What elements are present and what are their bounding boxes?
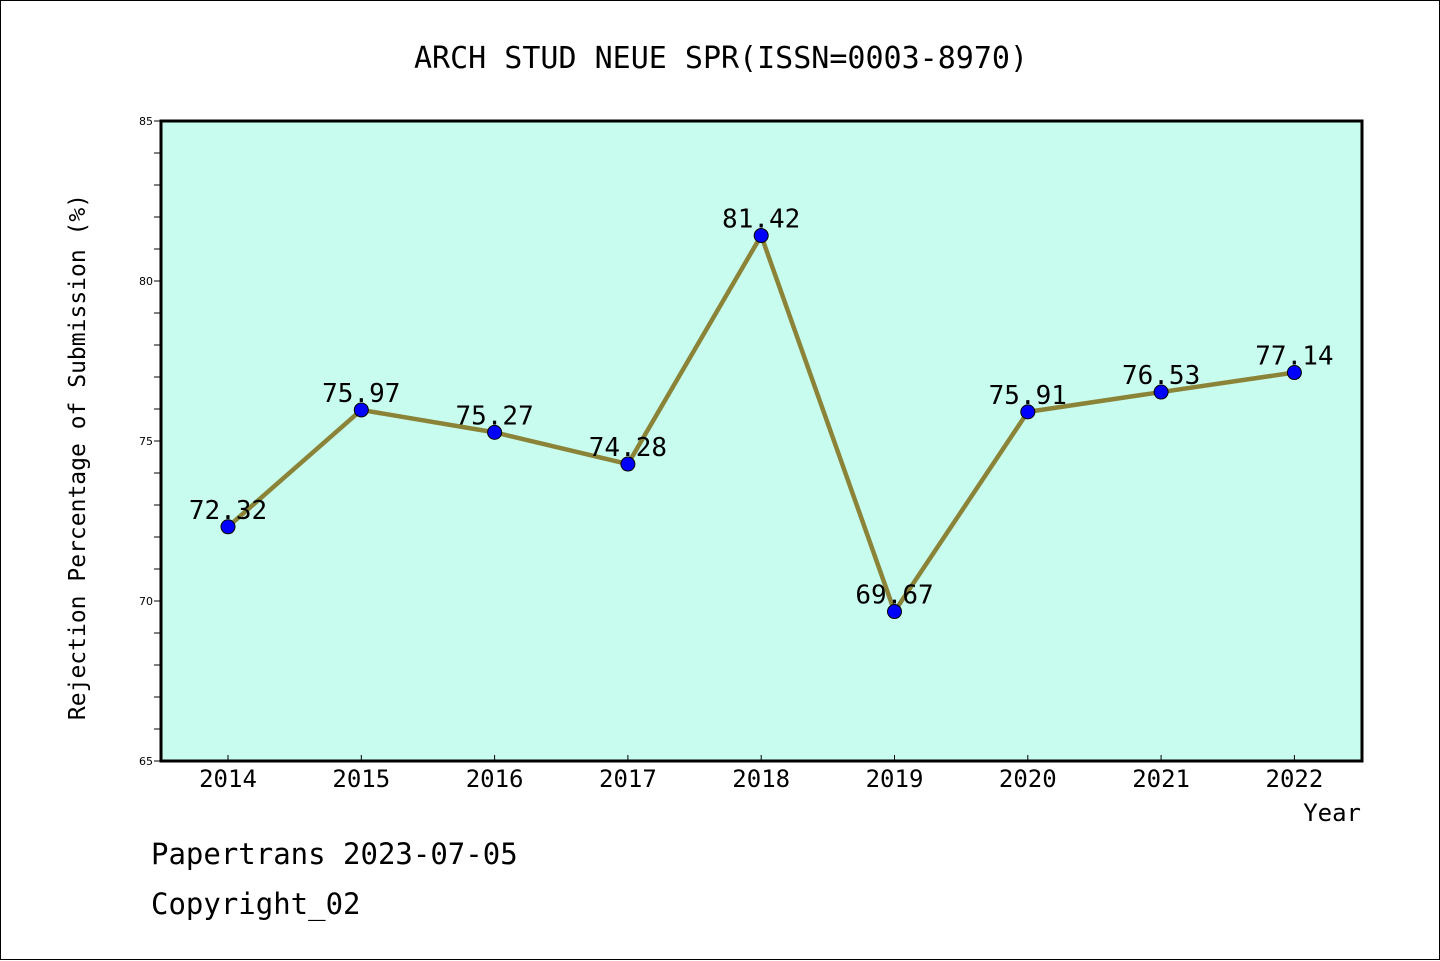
data-point: [220, 519, 236, 535]
data-point: [1286, 365, 1302, 381]
data-label: 75.27: [455, 401, 533, 431]
x-tick-label: 2019: [866, 765, 924, 793]
data-label: 72.32: [189, 496, 267, 526]
footer-copyright: Copyright_02: [151, 887, 361, 921]
y-axis: 65 70 75 80 85: [139, 115, 161, 768]
data-label: 75.91: [989, 381, 1067, 411]
data-label: 74.28: [589, 433, 667, 463]
data-point: [1020, 404, 1036, 420]
x-tick-label: 2014: [199, 765, 257, 793]
y-tick-label: 75: [139, 435, 153, 448]
data-label: 76.53: [1122, 361, 1200, 391]
data-label: 69.67: [855, 581, 933, 611]
x-tick-label: 2021: [1132, 765, 1190, 793]
x-tick-label: 2017: [599, 765, 657, 793]
x-axis: 2014 2015 2016 2017 2018 2019 2020 2021 2022: [199, 755, 1323, 793]
footer-source: Papertrans 2023-07-05: [151, 837, 518, 871]
y-tick-label: 80: [139, 275, 153, 288]
chart-title: ARCH STUD NEUE SPR(ISSN=0003-8970): [414, 41, 1028, 76]
x-tick-label: 2018: [732, 765, 790, 793]
data-point: [753, 228, 769, 244]
data-point: [620, 456, 636, 472]
y-tick-label: 85: [139, 115, 153, 128]
data-label: 75.97: [322, 379, 400, 409]
data-point: [887, 604, 902, 620]
data-point: [1153, 384, 1169, 400]
data-label: 81.42: [722, 205, 800, 235]
data-point: [353, 402, 369, 418]
data-point: [487, 424, 503, 440]
plot-area: [159, 119, 1364, 763]
x-axis-label: Year: [1303, 799, 1361, 827]
x-tick-label: 2020: [999, 765, 1057, 793]
y-axis-label: Rejection Percentage of Submission (%): [65, 194, 91, 720]
series-layer: 72.32 75.97 75.27 74.28 81.42 69.67 75.91 76.53…: [189, 205, 1334, 620]
x-tick-label: 2016: [466, 765, 524, 793]
x-tick-label: 2015: [332, 765, 390, 793]
x-tick-label: 2022: [1266, 765, 1324, 793]
y-tick-label: 65: [139, 755, 153, 768]
data-label: 77.14: [1255, 342, 1333, 372]
y-tick-label: 70: [139, 595, 153, 608]
